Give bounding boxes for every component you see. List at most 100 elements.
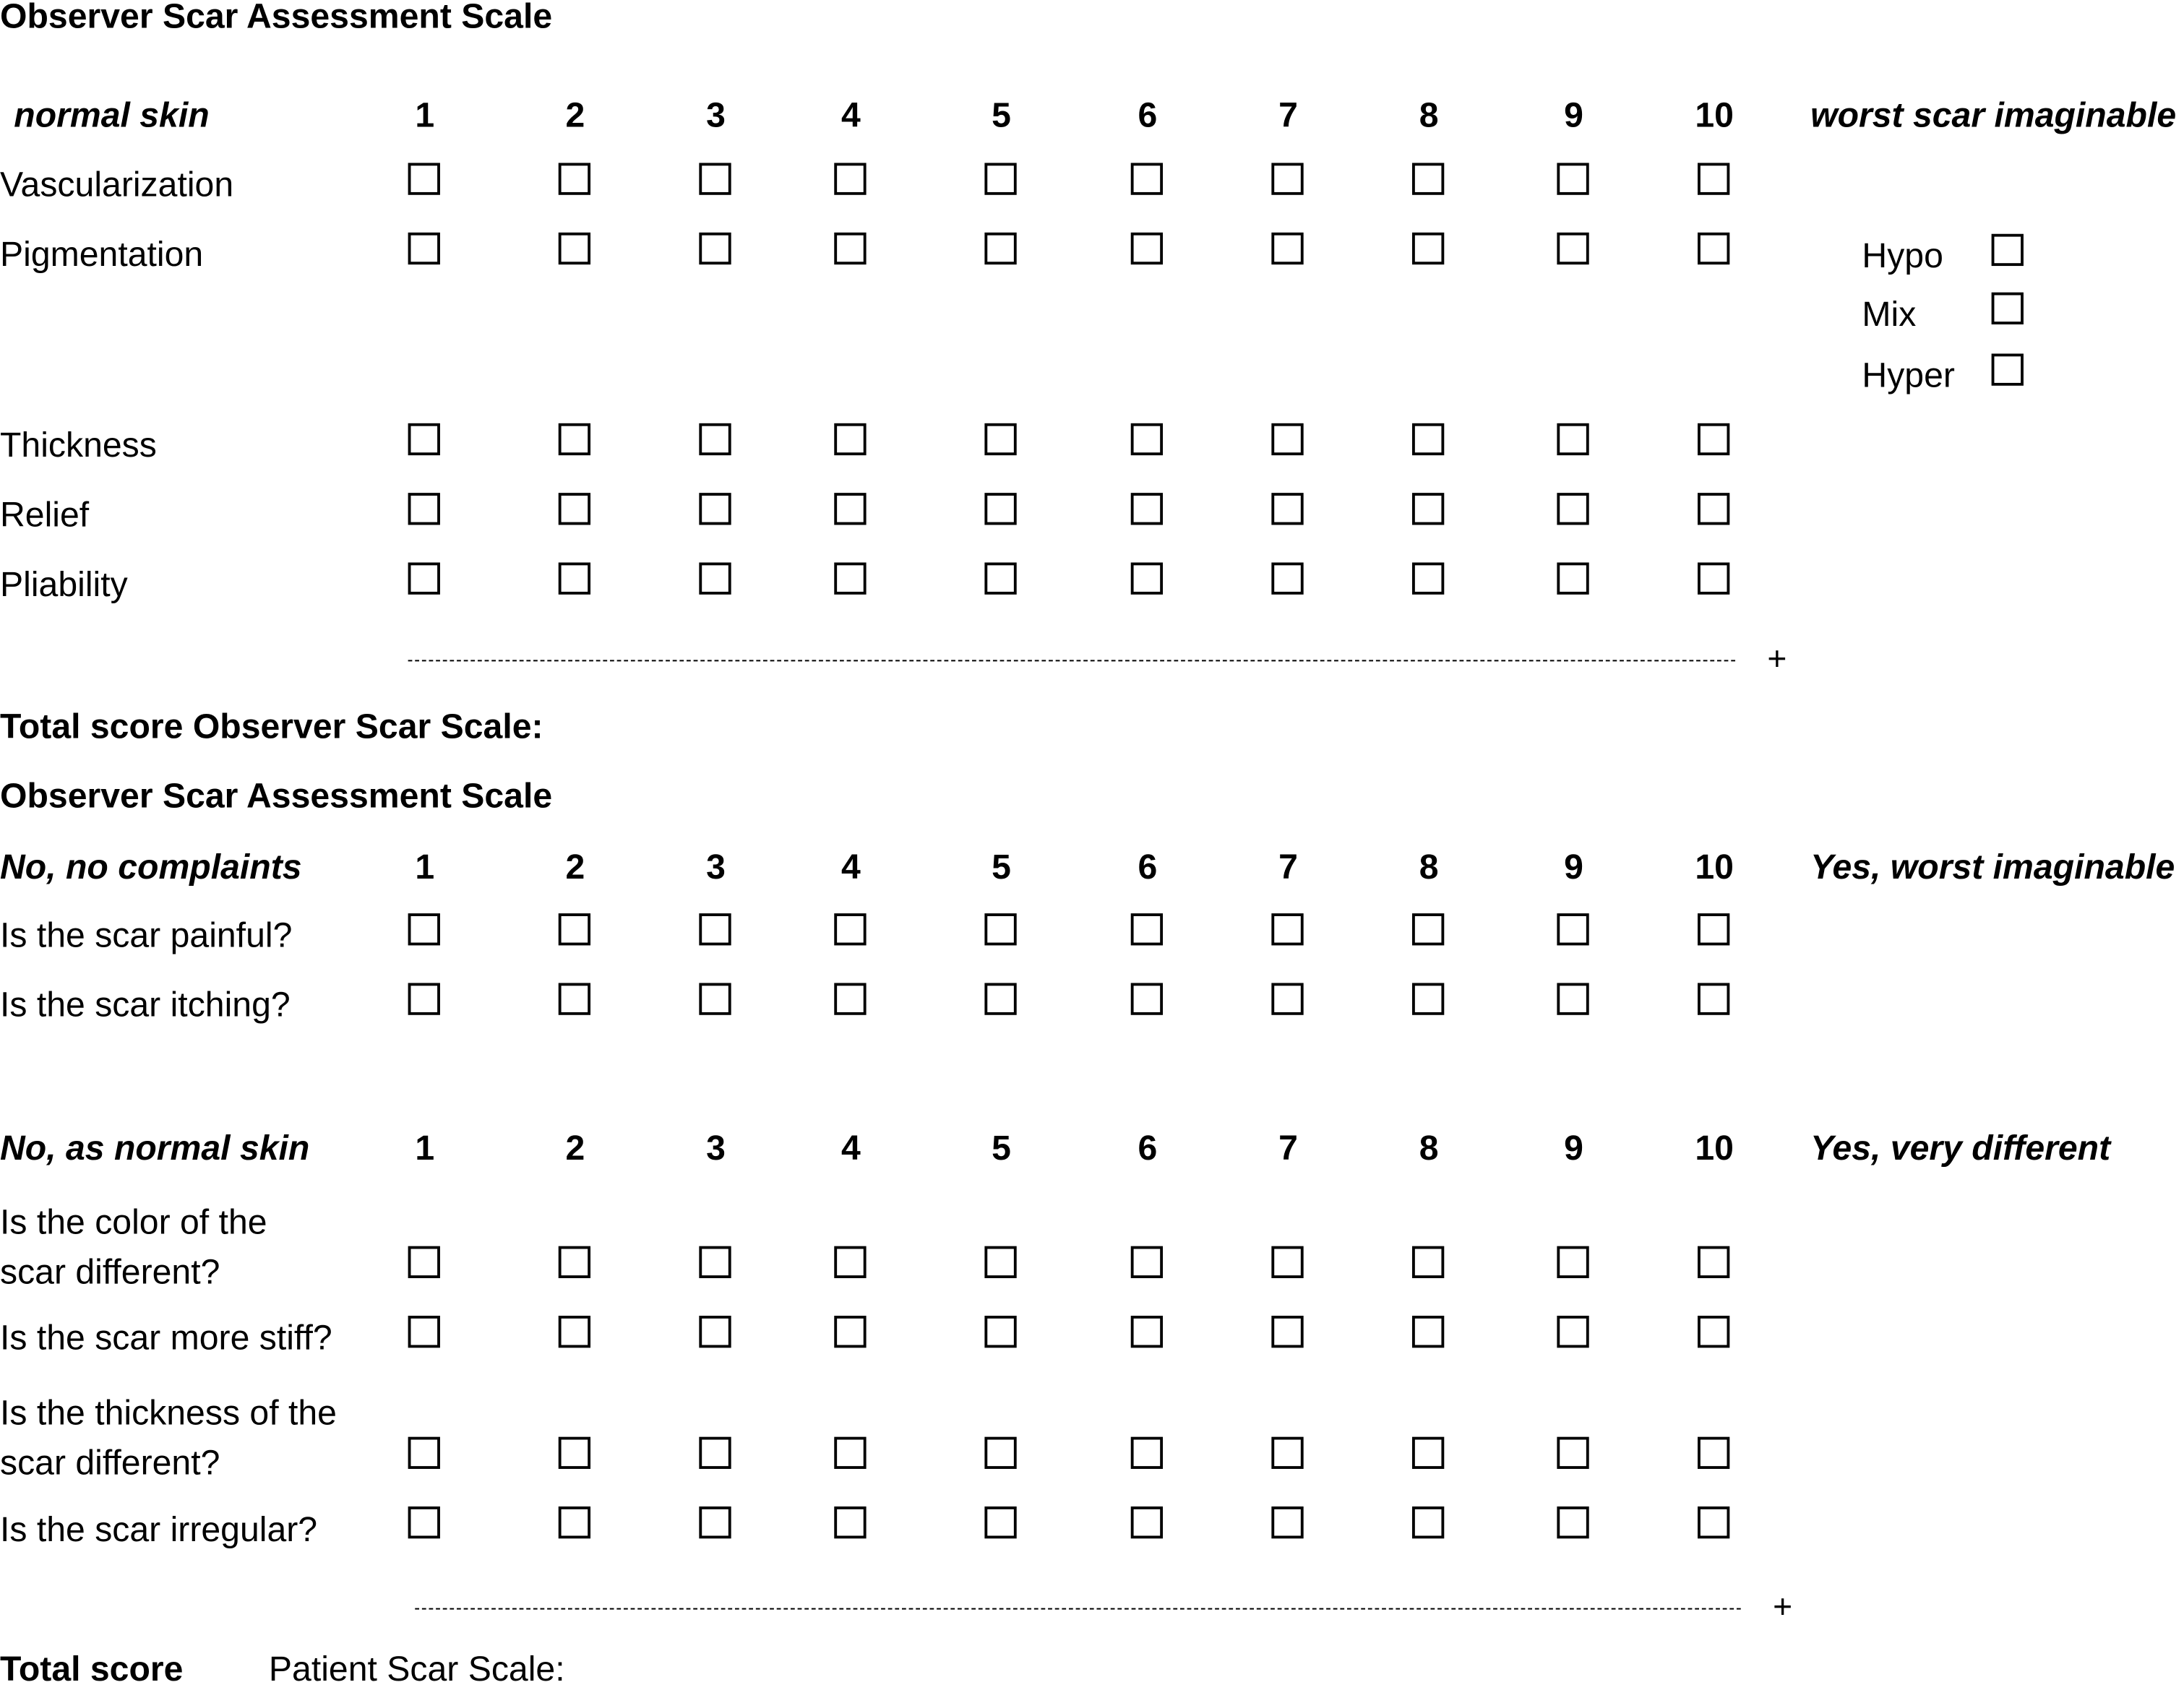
pigmentation-option-checkbox[interactable] [1991, 353, 2024, 386]
observer-row-3-checkbox-8[interactable] [1411, 423, 1445, 456]
patient-g2-row-1-checkbox-2[interactable] [558, 1246, 591, 1278]
observer-row-4-checkbox-1[interactable] [408, 493, 440, 525]
observer-row-1-checkbox-7[interactable] [1271, 163, 1304, 195]
patient-g2-row-2-checkbox-4[interactable] [834, 1316, 867, 1348]
patient-g2-row-2-checkbox-7[interactable] [1271, 1316, 1304, 1348]
observer-row-5-checkbox-7[interactable] [1271, 562, 1304, 595]
patient-g1-row-2-checkbox-4[interactable] [834, 983, 867, 1015]
observer-row-1-checkbox-4[interactable] [834, 163, 867, 195]
patient-g2-row-3-checkbox-7[interactable] [1271, 1436, 1304, 1469]
patient-g2-row-1-checkbox-3[interactable] [699, 1246, 731, 1278]
observer-row-2-checkbox-3[interactable] [699, 232, 731, 265]
observer-row-3-checkbox-10[interactable] [1698, 423, 1730, 456]
patient-g1-row-1-checkbox-10[interactable] [1698, 913, 1730, 946]
patient-g2-row-2-checkbox-1[interactable] [408, 1316, 440, 1348]
patient-g2-row-1-checkbox-9[interactable] [1557, 1246, 1589, 1278]
observer-row-5-checkbox-5[interactable] [984, 562, 1017, 595]
patient-g2-row-3-checkbox-1[interactable] [408, 1436, 440, 1469]
patient-g2-row-4-checkbox-8[interactable] [1411, 1506, 1445, 1539]
observer-row-4-checkbox-3[interactable] [699, 493, 731, 525]
patient-g1-row-1-checkbox-5[interactable] [984, 913, 1017, 946]
patient-g1-row-2-checkbox-2[interactable] [558, 983, 591, 1015]
patient-g2-row-4-checkbox-6[interactable] [1130, 1506, 1164, 1539]
patient-g2-row-1-checkbox-10[interactable] [1698, 1246, 1730, 1278]
patient-g2-row-2-checkbox-10[interactable] [1698, 1316, 1730, 1348]
observer-row-2-checkbox-2[interactable] [558, 232, 591, 265]
observer-row-1-checkbox-6[interactable] [1130, 163, 1164, 195]
patient-g2-row-1-checkbox-6[interactable] [1130, 1246, 1164, 1278]
patient-g1-row-1-checkbox-8[interactable] [1411, 913, 1445, 946]
observer-row-2-checkbox-9[interactable] [1557, 232, 1589, 265]
patient-g1-row-2-checkbox-8[interactable] [1411, 983, 1445, 1015]
patient-g2-row-4-checkbox-3[interactable] [699, 1506, 731, 1539]
observer-row-2-checkbox-10[interactable] [1698, 232, 1730, 265]
observer-row-3-checkbox-2[interactable] [558, 423, 591, 456]
observer-row-3-checkbox-5[interactable] [984, 423, 1017, 456]
observer-row-1-checkbox-2[interactable] [558, 163, 591, 195]
patient-g2-row-1-checkbox-5[interactable] [984, 1246, 1017, 1278]
observer-row-1-checkbox-5[interactable] [984, 163, 1017, 195]
patient-g2-row-3-checkbox-6[interactable] [1130, 1436, 1164, 1469]
observer-row-2-checkbox-5[interactable] [984, 232, 1017, 265]
observer-row-4-checkbox-10[interactable] [1698, 493, 1730, 525]
observer-row-1-checkbox-8[interactable] [1411, 163, 1445, 195]
observer-row-3-checkbox-7[interactable] [1271, 423, 1304, 456]
observer-row-3-checkbox-3[interactable] [699, 423, 731, 456]
patient-g2-row-3-checkbox-9[interactable] [1557, 1436, 1589, 1469]
patient-g2-row-2-checkbox-8[interactable] [1411, 1316, 1445, 1348]
observer-row-4-checkbox-6[interactable] [1130, 493, 1164, 525]
patient-g1-row-1-checkbox-7[interactable] [1271, 913, 1304, 946]
observer-row-5-checkbox-4[interactable] [834, 562, 867, 595]
patient-g2-row-3-checkbox-5[interactable] [984, 1436, 1017, 1469]
patient-g2-row-4-checkbox-7[interactable] [1271, 1506, 1304, 1539]
observer-row-3-checkbox-6[interactable] [1130, 423, 1164, 456]
observer-row-1-checkbox-1[interactable] [408, 163, 440, 195]
observer-row-3-checkbox-4[interactable] [834, 423, 867, 456]
observer-row-4-checkbox-7[interactable] [1271, 493, 1304, 525]
patient-g2-row-3-checkbox-3[interactable] [699, 1436, 731, 1469]
observer-row-2-checkbox-8[interactable] [1411, 232, 1445, 265]
patient-g2-row-3-checkbox-2[interactable] [558, 1436, 591, 1469]
patient-g2-row-4-checkbox-2[interactable] [558, 1506, 591, 1539]
patient-g2-row-1-checkbox-7[interactable] [1271, 1246, 1304, 1278]
observer-row-2-checkbox-1[interactable] [408, 232, 440, 265]
patient-g1-row-1-checkbox-4[interactable] [834, 913, 867, 946]
patient-g1-row-1-checkbox-6[interactable] [1130, 913, 1164, 946]
observer-row-4-checkbox-5[interactable] [984, 493, 1017, 525]
patient-g2-row-3-checkbox-8[interactable] [1411, 1436, 1445, 1469]
patient-g2-row-2-checkbox-3[interactable] [699, 1316, 731, 1348]
observer-row-2-checkbox-7[interactable] [1271, 232, 1304, 265]
patient-g1-row-2-checkbox-6[interactable] [1130, 983, 1164, 1015]
patient-g1-row-2-checkbox-5[interactable] [984, 983, 1017, 1015]
observer-row-1-checkbox-3[interactable] [699, 163, 731, 195]
patient-g1-row-1-checkbox-1[interactable] [408, 913, 440, 946]
patient-g2-row-2-checkbox-2[interactable] [558, 1316, 591, 1348]
observer-row-4-checkbox-9[interactable] [1557, 493, 1589, 525]
observer-row-5-checkbox-9[interactable] [1557, 562, 1589, 595]
pigmentation-option-checkbox[interactable] [1991, 292, 2024, 324]
observer-row-3-checkbox-1[interactable] [408, 423, 440, 456]
patient-g2-row-2-checkbox-9[interactable] [1557, 1316, 1589, 1348]
patient-g1-row-2-checkbox-10[interactable] [1698, 983, 1730, 1015]
observer-row-5-checkbox-1[interactable] [408, 562, 440, 595]
observer-row-5-checkbox-3[interactable] [699, 562, 731, 595]
observer-row-5-checkbox-8[interactable] [1411, 562, 1445, 595]
patient-g1-row-1-checkbox-2[interactable] [558, 913, 591, 946]
patient-g2-row-4-checkbox-4[interactable] [834, 1506, 867, 1539]
patient-g1-row-2-checkbox-3[interactable] [699, 983, 731, 1015]
observer-row-4-checkbox-4[interactable] [834, 493, 867, 525]
observer-row-1-checkbox-9[interactable] [1557, 163, 1589, 195]
patient-g2-row-3-checkbox-4[interactable] [834, 1436, 867, 1469]
observer-row-4-checkbox-2[interactable] [558, 493, 591, 525]
patient-g2-row-1-checkbox-8[interactable] [1411, 1246, 1445, 1278]
observer-row-5-checkbox-2[interactable] [558, 562, 591, 595]
observer-row-2-checkbox-6[interactable] [1130, 232, 1164, 265]
observer-row-5-checkbox-10[interactable] [1698, 562, 1730, 595]
patient-g2-row-3-checkbox-10[interactable] [1698, 1436, 1730, 1469]
observer-row-5-checkbox-6[interactable] [1130, 562, 1164, 595]
patient-g2-row-4-checkbox-9[interactable] [1557, 1506, 1589, 1539]
patient-g2-row-4-checkbox-1[interactable] [408, 1506, 440, 1539]
observer-row-2-checkbox-4[interactable] [834, 232, 867, 265]
patient-g2-row-4-checkbox-10[interactable] [1698, 1506, 1730, 1539]
patient-g2-row-1-checkbox-1[interactable] [408, 1246, 440, 1278]
